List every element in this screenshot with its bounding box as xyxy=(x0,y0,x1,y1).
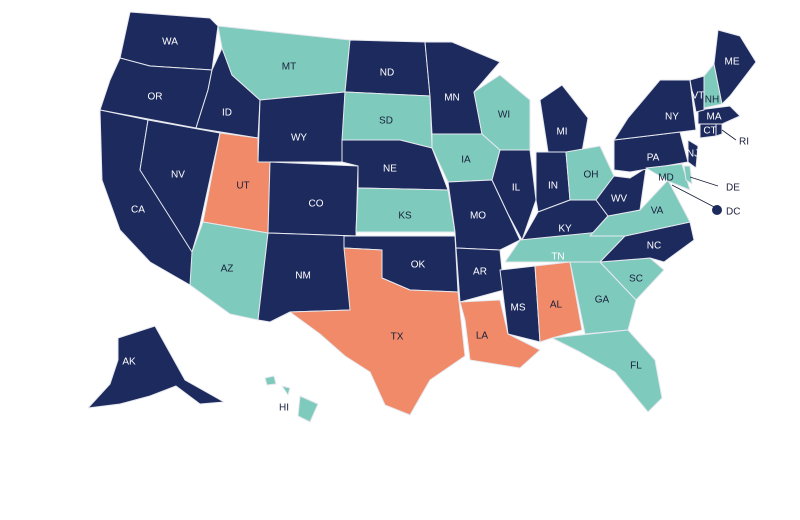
label-or: OR xyxy=(148,92,163,103)
state-nj[interactable] xyxy=(687,139,699,169)
state-md[interactable] xyxy=(645,163,691,191)
label-ks: KS xyxy=(398,211,412,222)
state-nv[interactable] xyxy=(139,119,221,253)
label-ia: IA xyxy=(461,155,471,166)
state-hi[interactable] xyxy=(264,375,319,423)
label-ga: GA xyxy=(595,295,610,306)
state-vt[interactable] xyxy=(689,75,705,113)
label-nv: NV xyxy=(171,170,185,181)
label-nh: NH xyxy=(705,95,719,106)
dc-marker[interactable] xyxy=(712,205,722,215)
state-me[interactable] xyxy=(713,29,757,105)
label-al: AL xyxy=(550,300,563,311)
label-sc: SC xyxy=(629,274,643,285)
dc-leader-line xyxy=(671,184,719,210)
label-ky: KY xyxy=(558,224,572,235)
label-nc: NC xyxy=(647,241,661,252)
label-de: DE xyxy=(726,183,740,194)
label-ak: AK xyxy=(122,357,136,368)
label-mt: MT xyxy=(282,62,296,73)
state-ga[interactable] xyxy=(569,261,637,335)
label-nj: NJ xyxy=(687,149,699,160)
state-de[interactable] xyxy=(683,165,693,185)
state-mi[interactable] xyxy=(539,84,589,153)
label-ny: NY xyxy=(665,112,679,123)
label-co: CO xyxy=(309,199,324,210)
label-mn: MN xyxy=(444,93,460,104)
label-ar: AR xyxy=(473,267,487,278)
label-tx: TX xyxy=(391,332,404,343)
state-al[interactable] xyxy=(534,261,583,343)
label-md: MD xyxy=(658,173,674,184)
label-va: VA xyxy=(651,206,664,217)
state-ak[interactable] xyxy=(87,325,225,409)
label-dc: DC xyxy=(726,207,740,218)
state-ma[interactable] xyxy=(697,105,741,125)
label-fl: FL xyxy=(630,361,642,372)
state-ny[interactable] xyxy=(613,79,697,141)
label-in: IN xyxy=(548,181,558,192)
label-ut: UT xyxy=(236,181,249,192)
label-id: ID xyxy=(222,108,232,119)
label-ne: NE xyxy=(383,164,397,175)
label-ct: CT xyxy=(703,126,716,137)
label-ca: CA xyxy=(131,205,145,216)
label-mo: MO xyxy=(470,211,486,222)
label-nd: ND xyxy=(380,68,394,79)
state-fl[interactable] xyxy=(551,329,663,413)
label-tn: TN xyxy=(551,252,564,263)
ri-leader-line xyxy=(721,129,737,141)
label-ma: MA xyxy=(707,112,722,123)
label-wa: WA xyxy=(162,37,178,48)
label-ri: RI xyxy=(739,137,749,148)
state-tx[interactable] xyxy=(289,247,466,416)
label-ok: OK xyxy=(411,260,426,271)
de-leader-line xyxy=(689,176,719,187)
label-me: ME xyxy=(725,57,740,68)
label-la: LA xyxy=(476,331,489,342)
label-oh: OH xyxy=(584,170,599,181)
label-mi: MI xyxy=(556,127,567,138)
state-wy[interactable] xyxy=(257,91,346,163)
label-vt: VT xyxy=(692,91,705,102)
label-sd: SD xyxy=(379,116,393,127)
label-pa: PA xyxy=(647,153,660,164)
state-ri[interactable] xyxy=(715,123,723,137)
label-hi: HI xyxy=(279,403,289,414)
label-wv: WV xyxy=(611,194,627,205)
label-ms: MS xyxy=(511,303,526,314)
label-il: IL xyxy=(512,183,521,194)
label-wy: WY xyxy=(291,133,307,144)
label-wi: WI xyxy=(498,110,510,121)
label-az: AZ xyxy=(221,264,234,275)
state-la[interactable] xyxy=(459,299,541,369)
label-nm: NM xyxy=(295,271,311,282)
